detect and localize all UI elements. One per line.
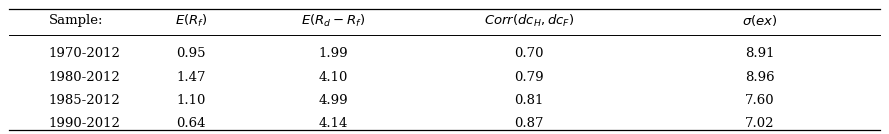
Text: 1.99: 1.99 [318, 47, 348, 60]
Text: 0.81: 0.81 [514, 94, 544, 107]
Text: $\sigma(ex)$: $\sigma(ex)$ [742, 13, 778, 28]
Text: Sample:: Sample: [49, 14, 103, 27]
Text: 1.47: 1.47 [176, 71, 206, 84]
Text: 4.10: 4.10 [318, 71, 348, 84]
Text: $Corr(dc_H, dc_F)$: $Corr(dc_H, dc_F)$ [484, 13, 574, 29]
Text: 8.91: 8.91 [745, 47, 775, 60]
Text: $E(R_f)$: $E(R_f)$ [175, 13, 207, 29]
Text: 1970-2012: 1970-2012 [49, 47, 121, 60]
Text: 7.60: 7.60 [745, 94, 775, 107]
Text: 4.99: 4.99 [318, 94, 348, 107]
Text: $E(R_d - R_f)$: $E(R_d - R_f)$ [301, 13, 365, 29]
Text: 1.10: 1.10 [176, 94, 206, 107]
Text: 8.96: 8.96 [745, 71, 775, 84]
Text: 4.14: 4.14 [318, 117, 348, 130]
Text: 0.70: 0.70 [514, 47, 544, 60]
Text: 0.79: 0.79 [514, 71, 544, 84]
Text: 7.02: 7.02 [745, 117, 775, 130]
Text: 1990-2012: 1990-2012 [49, 117, 121, 130]
Text: 1985-2012: 1985-2012 [49, 94, 121, 107]
Text: 0.87: 0.87 [514, 117, 544, 130]
Text: 0.95: 0.95 [176, 47, 206, 60]
Text: 0.64: 0.64 [176, 117, 206, 130]
Text: 1980-2012: 1980-2012 [49, 71, 121, 84]
